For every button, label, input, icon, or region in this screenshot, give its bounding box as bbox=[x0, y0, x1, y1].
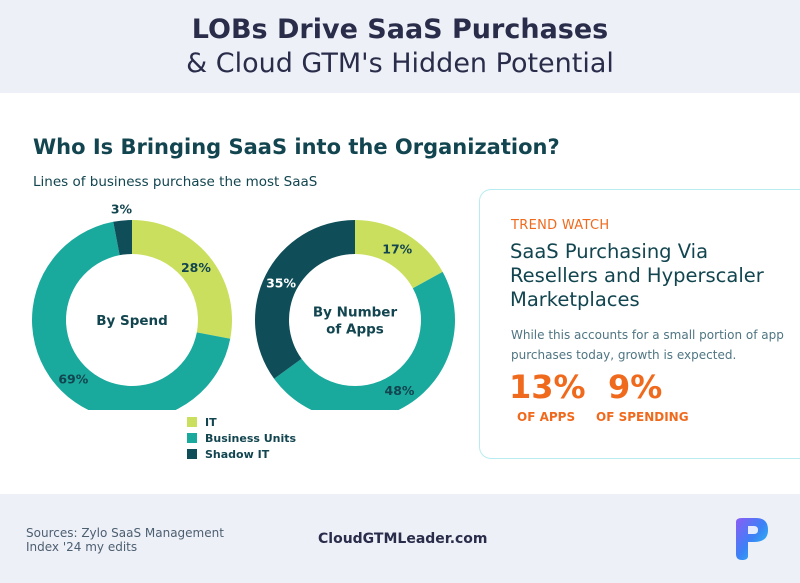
legend-item-business-units: Business Units bbox=[187, 430, 296, 446]
donut-1-slice-business-units bbox=[274, 271, 455, 410]
chart-legend: IT Business Units Shadow IT bbox=[187, 414, 296, 462]
donut-1-label-1: 48% bbox=[385, 383, 415, 398]
donut-0-title-line-0: By Spend bbox=[96, 313, 168, 329]
legend-label-business-units: Business Units bbox=[205, 431, 297, 445]
donut-1-title-line-1: of Apps bbox=[326, 322, 384, 338]
donut-0-label-2: 3% bbox=[111, 201, 133, 216]
page-subtitle: & Cloud GTM's Hidden Potential bbox=[186, 48, 614, 79]
trend-title: SaaS Purchasing Via Resellers and Hypers… bbox=[510, 240, 764, 311]
donut-1-slice-it bbox=[355, 220, 443, 289]
donut-0-slice-business-units bbox=[32, 221, 231, 410]
legend-swatch-it bbox=[187, 417, 197, 427]
legend-item-shadow-it: Shadow IT bbox=[187, 446, 296, 462]
donut-1-label-2: 35% bbox=[266, 275, 296, 290]
legend-item-it: IT bbox=[187, 414, 296, 430]
legend-swatch-business-units bbox=[187, 433, 197, 443]
brand-logo-icon bbox=[736, 518, 768, 560]
donut-1-slice-shadow-it bbox=[255, 220, 355, 379]
donut-1-title-line-0: By Number bbox=[313, 305, 398, 321]
trend-description: While this accounts for a small portion … bbox=[511, 328, 784, 362]
trend-watch-card: TREND WATCH SaaS Purchasing Via Reseller… bbox=[479, 189, 800, 459]
donut-1-label-0: 17% bbox=[382, 242, 412, 257]
header-banner: LOBs Drive SaaS Purchases & Cloud GTM's … bbox=[0, 0, 800, 93]
trend-kicker: TREND WATCH bbox=[511, 218, 610, 233]
stat-apps-label: OF APPS bbox=[517, 410, 576, 424]
footer: Sources: Zylo SaaS Management Index '24 … bbox=[0, 494, 800, 583]
section-title: Who Is Bringing SaaS into the Organizati… bbox=[33, 135, 560, 159]
legend-label-it: IT bbox=[205, 415, 217, 429]
legend-label-shadow-it: Shadow IT bbox=[205, 447, 270, 461]
stat-spending-label: OF SPENDING bbox=[596, 410, 689, 424]
section-subtitle: Lines of business purchase the most SaaS bbox=[33, 174, 318, 190]
donut-0-label-0: 28% bbox=[181, 260, 211, 275]
sources-note: Sources: Zylo SaaS Management Index '24 … bbox=[26, 526, 224, 554]
donut-0-slice-shadow-it bbox=[113, 220, 132, 256]
site-link[interactable]: CloudGTMLeader.com bbox=[318, 531, 488, 547]
stat-spending-value: 9% bbox=[608, 368, 663, 406]
donut-0-slice-it bbox=[132, 220, 232, 339]
stat-apps-value: 13% bbox=[509, 368, 586, 406]
donut-0-label-1: 69% bbox=[58, 372, 88, 387]
page-title: LOBs Drive SaaS Purchases bbox=[191, 14, 609, 45]
legend-swatch-shadow-it bbox=[187, 449, 197, 459]
donut-0: 28% 69% 3% By Spend bbox=[32, 201, 232, 410]
